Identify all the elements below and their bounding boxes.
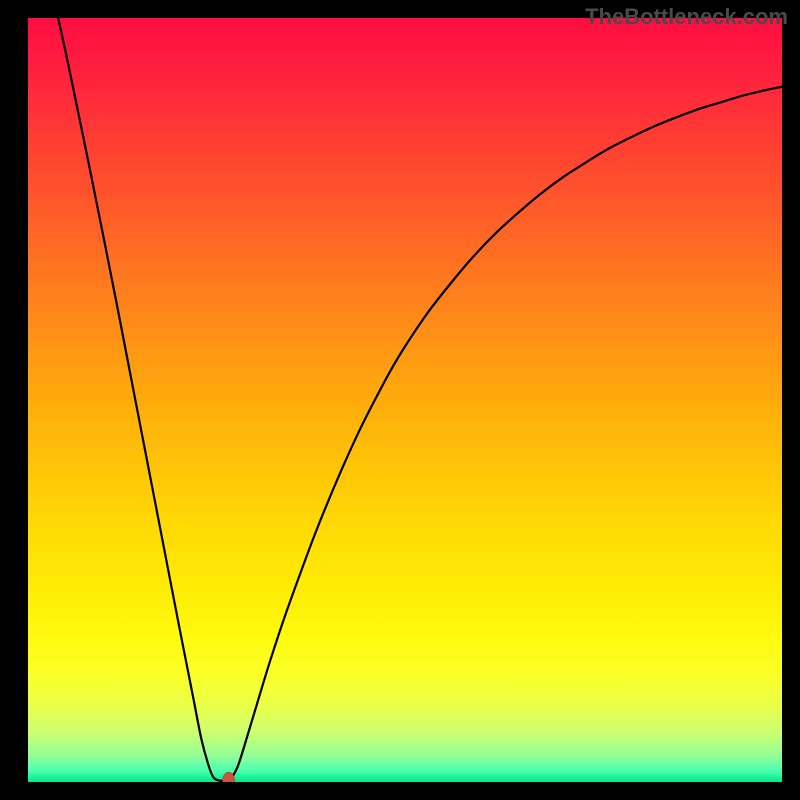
watermark-text: TheBottleneck.com <box>585 4 788 30</box>
bottleneck-chart <box>0 0 800 800</box>
plot-background-gradient <box>28 18 782 782</box>
